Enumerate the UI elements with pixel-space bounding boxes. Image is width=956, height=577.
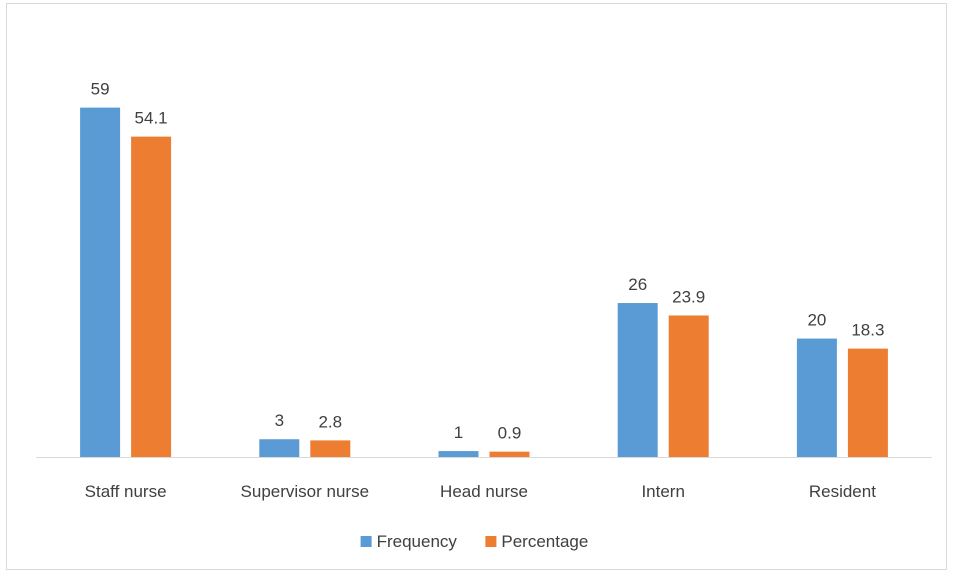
category-label-1: Supervisor nurse [241,482,370,501]
bar-percentage-1 [310,440,351,457]
legend-swatch-frequency [360,536,372,547]
bar-frequency-0 [80,107,121,457]
legend-label-percentage: Percentage [501,532,588,551]
category-label-0: Staff nurse [85,482,167,501]
data-label-frequency-4: 20 [807,311,826,330]
legend-label-frequency: Frequency [377,532,458,551]
value-labels-layer: 59 54.1 3 2.8 1 0.9 26 23.9 20 18.3 [91,80,885,443]
data-label-frequency-1: 3 [275,411,284,430]
category-label-4: Resident [809,482,876,501]
bar-percentage-0 [131,136,172,457]
category-labels-layer: Staff nurse Supervisor nurse Head nurse Int… [85,482,877,501]
data-label-frequency-3: 26 [628,275,647,294]
bar-frequency-3 [617,303,658,457]
legend-swatch-percentage [485,536,497,547]
data-label-frequency-2: 1 [454,423,463,442]
data-label-percentage-1: 2.8 [318,412,342,431]
data-label-percentage-0: 54.1 [135,109,168,128]
category-label-3: Intern [641,482,684,501]
bar-percentage-4 [847,348,888,457]
bar-percentage-2 [489,451,530,457]
data-label-percentage-4: 18.3 [851,321,884,340]
legend: Frequency Percentage [360,532,588,551]
bar-percentage-3 [668,315,709,457]
data-label-percentage-2: 0.9 [498,424,522,443]
data-label-percentage-3: 23.9 [672,287,705,306]
bars-layer [80,107,888,457]
bar-frequency-2 [438,451,479,457]
bar-frequency-4 [796,338,837,457]
data-label-frequency-0: 59 [91,80,110,99]
bar-frequency-1 [259,439,300,457]
category-label-2: Head nurse [440,482,528,501]
